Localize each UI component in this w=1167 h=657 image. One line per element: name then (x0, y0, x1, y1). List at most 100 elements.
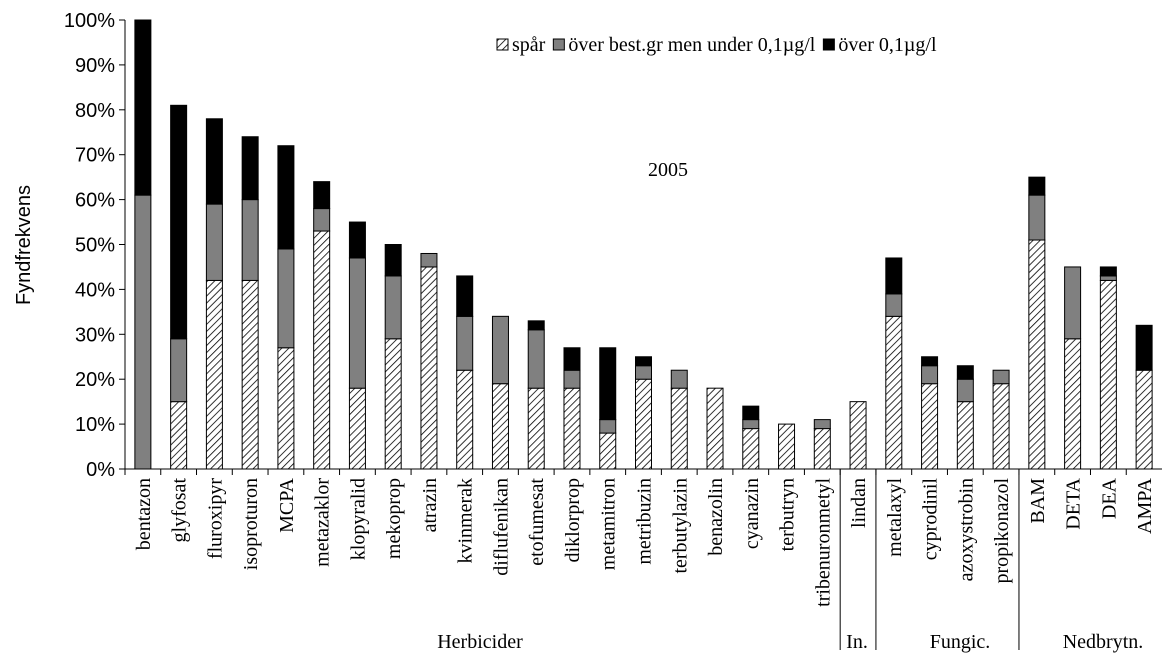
x-tick-label: etofumesat (526, 478, 548, 566)
y-tick-label: 0% (86, 459, 115, 481)
x-tick-label: lindan (848, 478, 870, 528)
bar-segment (241, 136, 259, 201)
bar-segment (742, 419, 760, 430)
group-label: Fungic. (930, 631, 991, 653)
x-tick-label: cyprodinil (920, 478, 942, 561)
x-tick-label: MCPA (276, 477, 298, 532)
bar-segment (635, 356, 652, 367)
bar-segment (742, 405, 760, 421)
bar-segment (1099, 275, 1117, 281)
y-tick-label: 70% (75, 145, 115, 167)
bar-segment (348, 257, 366, 389)
bar-segment (384, 275, 402, 340)
x-tick-label: metribuzin (634, 478, 656, 565)
bar-segment (170, 401, 188, 470)
x-tick-label: terbutryn (777, 478, 799, 551)
bar-segment (420, 252, 438, 268)
bar-segment (456, 275, 474, 317)
x-tick-label: BAM (1027, 478, 1049, 524)
bar-segment (384, 338, 402, 470)
bar-segment (1064, 338, 1082, 470)
bar-segment (885, 257, 903, 295)
x-tick-label: mekoprop (383, 478, 405, 559)
bar-segment (527, 320, 545, 331)
bar-segment (563, 369, 581, 389)
x-tick-label: atrazin (419, 478, 441, 532)
bar-segment (599, 419, 617, 434)
bar-segment (420, 266, 438, 470)
bar-segment (813, 419, 831, 430)
bar-segment (778, 423, 796, 470)
bar-segment (277, 347, 295, 470)
x-tick-label: tribenuronmetyl (812, 478, 834, 607)
bar-segment (277, 145, 295, 250)
bar-segment (599, 432, 617, 470)
bar-segment (313, 181, 331, 210)
bar-segment (527, 387, 545, 470)
bar-segment (1099, 279, 1117, 470)
x-tick-label: benazolin (705, 478, 727, 556)
bar-segment (992, 383, 1010, 470)
bar-segment (456, 369, 474, 470)
y-tick-label: 20% (75, 369, 115, 391)
bar-segment (384, 244, 402, 277)
bar-segment (956, 401, 974, 470)
x-tick-label: kvinmerak (455, 478, 477, 564)
bar-segment (170, 104, 188, 340)
bar-segment (921, 356, 939, 367)
x-tick-label: glyfosat (169, 478, 191, 543)
legend-label: spår (512, 34, 546, 56)
bar-segment (563, 387, 581, 470)
bar-segment (813, 428, 831, 470)
bar-segment (170, 338, 188, 403)
y-tick-label: 50% (75, 235, 115, 257)
bar-segment (1064, 266, 1082, 340)
annotation: 2005 (648, 159, 688, 181)
x-tick-label: AMPA (1134, 477, 1156, 534)
bar-segment (992, 369, 1010, 385)
bar-segment (491, 383, 509, 470)
x-tick-label: DEA (1098, 477, 1120, 519)
bar-segment (635, 378, 652, 470)
x-tick-label: klopyralid (347, 478, 369, 560)
y-tick-label: 90% (75, 55, 115, 77)
bar-segment (742, 428, 760, 470)
y-tick-label: 80% (75, 100, 115, 122)
bar-segment (1099, 266, 1117, 277)
bar-segment (635, 365, 652, 380)
y-tick-label: 30% (75, 324, 115, 346)
bar-segment (277, 248, 295, 349)
bar-segment (1028, 239, 1046, 470)
bar-segment (313, 230, 331, 470)
legend-swatch (822, 38, 835, 51)
bar-segment (921, 383, 939, 470)
group-label: In. (846, 631, 868, 653)
bar-segment (491, 315, 509, 385)
bar-segment (1028, 176, 1046, 196)
bar-segment (599, 347, 617, 421)
x-tick-label: diflufenikan (490, 478, 512, 576)
bar-segment (313, 208, 331, 232)
legend-label: över 0,1µg/l (838, 34, 937, 56)
x-tick-label: DETA (1063, 477, 1085, 529)
y-tick-label: 40% (75, 279, 115, 301)
bar-segment (456, 315, 474, 371)
bar-segment (348, 221, 366, 259)
y-tick-label: 60% (75, 190, 115, 212)
bar-segment (1135, 324, 1153, 371)
group-label: Herbicider (437, 631, 523, 653)
x-tick-label: metazaklor (312, 478, 334, 567)
bar-segment (205, 118, 223, 205)
bar-segment (670, 387, 688, 470)
bar-segment (563, 347, 581, 371)
bar-segment (134, 19, 152, 196)
bar-segment (1135, 369, 1153, 470)
y-axis-label: Fyndfrekvens (13, 185, 35, 305)
group-label: Nedbrytn. (1063, 631, 1144, 653)
legend-swatch (552, 38, 565, 51)
bar-segment (849, 401, 867, 470)
x-tick-label: bentazon (133, 478, 155, 550)
bar-segment (956, 378, 974, 403)
bar-segment (1028, 194, 1046, 241)
